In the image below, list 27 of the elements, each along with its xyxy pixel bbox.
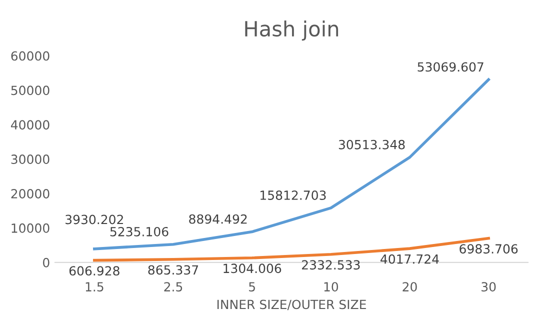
y-tick-label: 50000 [11,86,50,96]
x-tick-label: 2.5 [164,282,182,292]
data-label: 1304.006 [224,264,282,274]
y-tick-label: 30000 [11,154,50,164]
data-label: 2332.533 [302,260,360,270]
data-label: 865.337 [148,265,198,275]
data-label: 6983.706 [460,244,518,254]
data-label: 8894.492 [189,214,247,224]
y-tick-label: 40000 [10,120,50,130]
chart-title: Hash join [245,20,338,41]
data-label: 3930.202 [66,214,123,224]
x-tick-label: 20 [402,282,417,292]
y-tick-label: 20000 [11,188,50,198]
data-label: 30513.348 [338,140,405,150]
y-tick-label: 60000 [11,51,50,61]
data-label: 606.928 [69,266,120,276]
data-label: 53069.607 [418,62,484,72]
x-tick-label: 10 [324,282,338,292]
data-label: 15812.703 [260,190,326,200]
y-tick-label: 10000 [12,223,50,233]
x-tick-label: 30 [482,282,496,292]
x-tick-label: 1.5 [86,282,104,292]
x-axis-title: INNER SIZE/OUTER SIZE [217,300,366,310]
data-label: 5235.106 [110,226,168,236]
data-label: 4017.724 [380,254,439,264]
y-tick-label: 0 [43,258,50,268]
x-tick-label: 5 [249,282,255,292]
